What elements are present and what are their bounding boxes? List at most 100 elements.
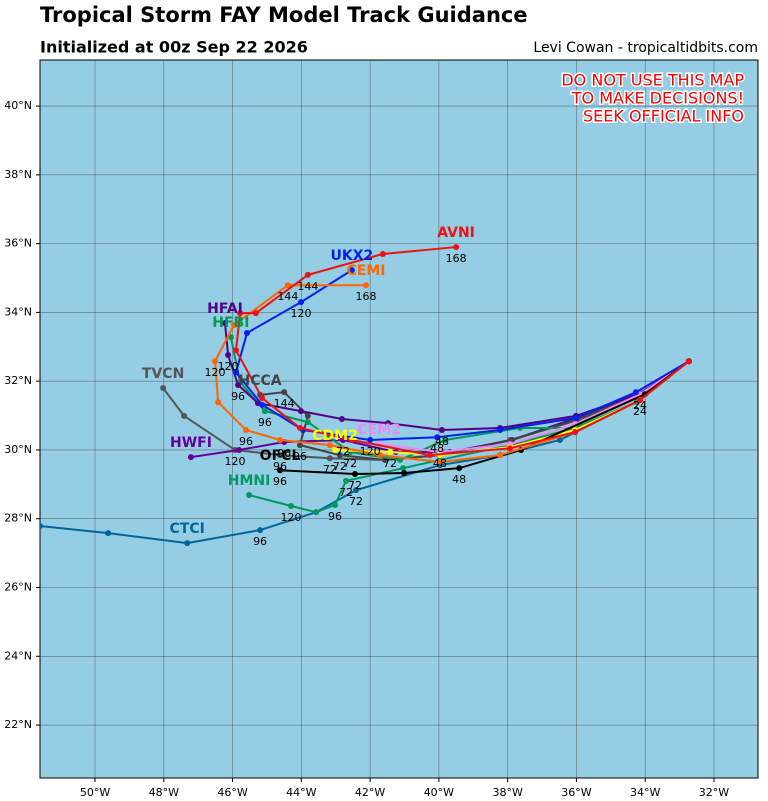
forecast-hour: 120: [281, 511, 302, 524]
track-point: [497, 452, 504, 459]
track-point: [181, 412, 188, 419]
subtitle: Initialized at 00z Sep 22 2026: [40, 38, 308, 57]
track-point: [336, 452, 343, 459]
forecast-hour: 48: [452, 473, 466, 486]
forecast-hour: 72: [336, 445, 350, 458]
forecast-hour: 72: [343, 457, 357, 470]
track-point: [297, 299, 304, 306]
track-point: [348, 267, 355, 274]
x-tick-label: 48°W: [149, 786, 179, 799]
track-point: [252, 310, 259, 317]
track-point: [367, 436, 374, 443]
y-tick-label: 22°N: [4, 718, 32, 731]
x-tick-label: 34°W: [630, 786, 660, 799]
track-point: [304, 419, 311, 426]
track-point: [288, 502, 295, 509]
track-point: [297, 408, 304, 415]
track-point: [326, 442, 333, 449]
forecast-hour: 120: [290, 307, 311, 320]
x-tick-label: 44°W: [286, 786, 316, 799]
forecast-hour: 96: [293, 450, 307, 463]
model-name: AVNI: [437, 225, 475, 241]
track-point: [348, 436, 355, 443]
track-point: [259, 395, 266, 402]
track-point: [556, 436, 563, 443]
track-point: [332, 501, 339, 508]
track-point: [379, 250, 386, 257]
track-point: [244, 330, 251, 337]
forecast-hour: 168: [355, 290, 376, 303]
forecast-hour: 72: [339, 486, 353, 499]
x-tick-label: 50°W: [80, 786, 110, 799]
track-point: [277, 436, 284, 443]
y-tick-label: 24°N: [4, 649, 32, 662]
track-point: [387, 449, 394, 456]
y-tick-label: 28°N: [4, 512, 32, 525]
forecast-hour: 24: [633, 405, 647, 418]
track-point: [362, 282, 369, 289]
track-point: [281, 389, 288, 396]
track-point: [40, 522, 43, 529]
track-point: [332, 446, 339, 453]
track-point: [296, 442, 303, 449]
x-tick-label: 46°W: [217, 786, 247, 799]
model-name: CTCI: [170, 521, 205, 537]
forecast-hour: 96: [231, 390, 245, 403]
track-point: [572, 429, 579, 436]
track-point: [326, 455, 333, 462]
track-point: [313, 509, 320, 516]
track-point: [637, 397, 644, 404]
y-tick-label: 30°N: [4, 443, 32, 456]
track-point: [377, 452, 384, 459]
warning-text: SEEK OFFICIAL INFO: [583, 107, 744, 126]
warning-text: DO NOT USE THIS MAP: [561, 71, 744, 90]
x-tick-label: 38°W: [492, 786, 522, 799]
forecast-hour: 120: [224, 455, 245, 468]
track-point: [187, 454, 194, 461]
y-tick-label: 40°N: [4, 99, 32, 112]
y-tick-label: 34°N: [4, 305, 32, 318]
track-point: [304, 271, 311, 278]
forecast-hour: 48: [430, 442, 444, 455]
track-point: [442, 436, 449, 443]
track-point: [456, 465, 463, 472]
x-tick-label: 40°W: [424, 786, 454, 799]
track-point: [212, 358, 219, 365]
model-name: UKX2: [331, 248, 374, 264]
forecast-hour: 72: [333, 460, 347, 473]
track-point: [353, 487, 360, 494]
model-name: TVCN: [142, 366, 184, 382]
track-point: [230, 322, 237, 329]
forecast-hour: 24: [633, 399, 647, 412]
x-tick-label: 32°W: [699, 786, 729, 799]
track-point: [233, 347, 240, 354]
forecast-hour: 144: [274, 397, 295, 410]
track-point: [436, 458, 443, 465]
track-point: [105, 530, 112, 537]
model-name: HCCA: [239, 373, 282, 389]
track-point: [160, 385, 167, 392]
track-line: [224, 322, 690, 432]
track-point: [233, 369, 240, 376]
forecast-hour: 72: [383, 457, 397, 470]
y-tick-label: 26°N: [4, 580, 32, 593]
model-name: CEMI: [346, 263, 385, 279]
track-point: [284, 282, 291, 289]
credit: Levi Cowan - tropicaltidbits.com: [533, 40, 758, 56]
model-name: CEM2: [357, 422, 401, 438]
x-tick-label: 36°W: [561, 786, 591, 799]
forecast-hour: 96: [253, 535, 267, 548]
forecast-hour: 96: [277, 447, 291, 460]
model-name: CDM2: [312, 428, 358, 444]
track-point: [453, 244, 460, 251]
forecast-hour: 72: [349, 495, 363, 508]
track-point: [257, 527, 264, 534]
track-point: [400, 465, 407, 472]
track-point: [351, 471, 358, 478]
track-point: [426, 452, 433, 459]
forecast-hour: 72: [348, 479, 362, 492]
map-area: [39, 59, 759, 779]
track-point: [259, 401, 266, 408]
track-point: [225, 352, 232, 359]
